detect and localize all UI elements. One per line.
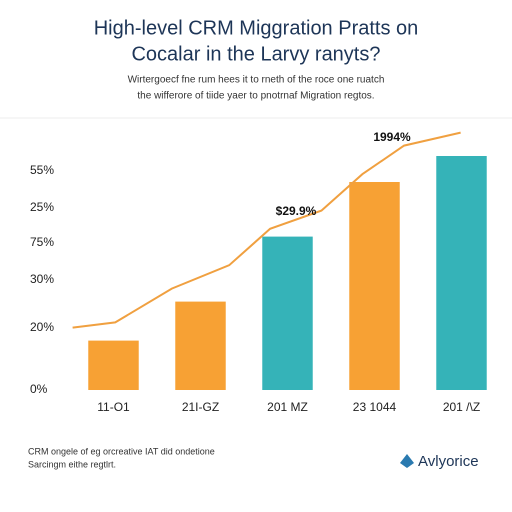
y-axis-label: 75%: [30, 235, 54, 249]
footer-text: Sarcingm eithe regtlrt.: [28, 459, 116, 469]
trend-line: [72, 131, 461, 329]
y-axis-label: 25%: [30, 200, 54, 214]
x-tick-label: 201 MZ: [267, 400, 308, 414]
brand-icon: [400, 454, 414, 468]
y-axis-label: 30%: [30, 272, 54, 286]
x-tick-label: 11-O1: [97, 400, 130, 414]
x-tick-label: 201 /\Z: [443, 400, 480, 414]
bar: [262, 236, 313, 390]
chart-title: High-level CRM Miggration Pratts on: [94, 17, 419, 39]
annotation: 1994%: [373, 130, 411, 144]
x-tick-label: 21I-GZ: [182, 400, 219, 414]
bar: [88, 340, 139, 390]
annotation: $29.9%: [276, 204, 317, 218]
y-axis-label: 20%: [30, 320, 54, 334]
bar: [349, 182, 400, 390]
brand: Avlyorice: [418, 453, 479, 470]
bar: [175, 301, 226, 390]
chart-subtitle: the wifferore of tiide yaer to pnotrnaf …: [137, 91, 374, 102]
y-axis-label: 55%: [30, 163, 54, 177]
bar: [436, 156, 487, 390]
y-axis-label: 0%: [30, 382, 48, 396]
footer-text: CRM ongele of eg orcreative IAT did onde…: [28, 446, 215, 456]
x-tick-label: 23 1044: [353, 400, 397, 414]
chart-title: Cocalar in the Larvy ranyts?: [131, 43, 380, 65]
chart-subtitle: Wirtergoecf fne rum hees it to rneth of …: [128, 75, 385, 86]
